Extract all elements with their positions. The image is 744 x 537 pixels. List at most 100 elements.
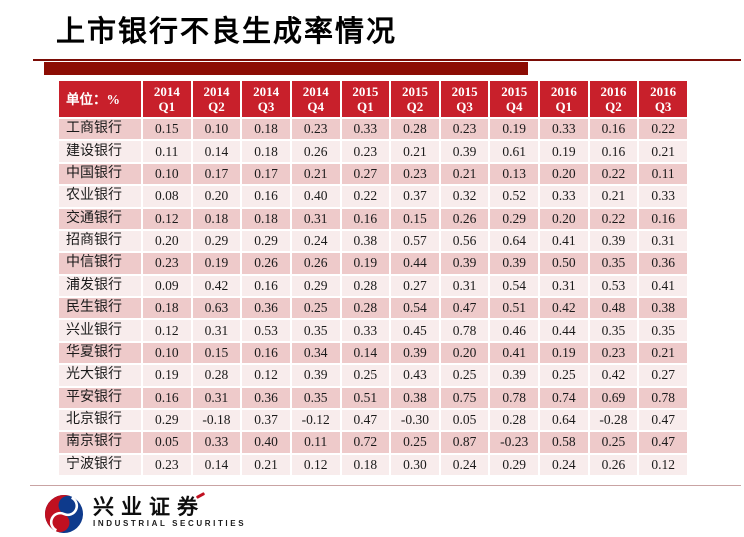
footer-divider <box>30 485 741 486</box>
value-cell: 0.74 <box>538 385 590 410</box>
value-cell: 0.10 <box>141 340 193 366</box>
value-cell: 0.39 <box>438 139 491 164</box>
value-cell: 0.22 <box>587 206 640 231</box>
value-cell: 0.31 <box>637 228 689 254</box>
value-cell: 0.16 <box>637 206 689 231</box>
value-cell: 0.28 <box>488 407 540 433</box>
value-cell: 0.26 <box>587 452 640 478</box>
value-cell: 0.14 <box>190 452 243 478</box>
value-cell: 0.21 <box>240 452 292 478</box>
column-quarter: Q4 <box>505 99 523 114</box>
value-cell: 0.12 <box>289 452 342 478</box>
value-cell: 0.42 <box>587 363 640 388</box>
brand-logo: 兴业证券 INDUSTRIAL SECURITIES <box>44 492 246 534</box>
column-header: 2016 Q2 <box>587 79 640 119</box>
value-cell: 0.28 <box>339 295 392 321</box>
value-cell: 0.39 <box>488 363 540 388</box>
value-cell: 0.54 <box>389 295 441 321</box>
value-cell: -0.23 <box>488 430 540 455</box>
value-cell: 0.14 <box>190 139 243 164</box>
value-cell: 0.33 <box>339 116 392 142</box>
bank-name-cell: 宁波银行 <box>57 452 143 478</box>
value-cell: 0.29 <box>240 228 292 254</box>
value-cell: 0.18 <box>141 295 193 321</box>
value-cell: 0.42 <box>190 273 243 299</box>
column-header: 2014 Q4 <box>289 79 342 119</box>
column-header: 2015 Q1 <box>339 79 392 119</box>
value-cell: 0.11 <box>637 161 689 187</box>
value-cell: 0.35 <box>289 318 342 343</box>
title-accent-bar <box>44 62 528 75</box>
column-year: 2014 <box>253 84 280 99</box>
brand-name-cn: 兴业证券 <box>93 495 205 519</box>
value-cell: 0.05 <box>141 430 193 455</box>
table-row: 中信银行 0.23 0.19 0.26 0.26 0.19 0.44 0.39 0.39 0.50… <box>57 251 689 276</box>
value-cell: 0.28 <box>389 116 441 142</box>
value-cell: 0.36 <box>240 385 292 410</box>
value-cell: 0.47 <box>637 407 689 433</box>
column-quarter: Q2 <box>406 99 424 114</box>
table-row: 农业银行 0.08 0.20 0.16 0.40 0.22 0.37 0.32 0.52 0.33… <box>57 184 689 209</box>
bank-name-cell: 南京银行 <box>57 430 143 455</box>
value-cell: 0.29 <box>488 206 540 231</box>
value-cell: 0.30 <box>389 452 441 478</box>
value-cell: 0.12 <box>141 318 193 343</box>
value-cell: 0.40 <box>240 430 292 455</box>
column-quarter: Q3 <box>654 99 672 114</box>
bank-name-cell: 浦发银行 <box>57 273 143 299</box>
column-quarter: Q2 <box>208 99 225 114</box>
value-cell: 0.58 <box>538 430 590 455</box>
value-cell: 0.78 <box>438 318 491 343</box>
column-year: 2016 <box>650 84 677 99</box>
value-cell: 0.28 <box>190 363 243 388</box>
value-cell: 0.11 <box>289 430 342 455</box>
value-cell: 0.33 <box>538 184 590 209</box>
value-cell: 0.37 <box>240 407 292 433</box>
value-cell: 0.23 <box>141 452 193 478</box>
value-cell: 0.25 <box>438 363 491 388</box>
column-quarter: Q3 <box>456 99 473 114</box>
column-quarter: Q1 <box>357 99 374 114</box>
value-cell: 0.20 <box>538 206 590 231</box>
value-cell: -0.30 <box>389 407 441 433</box>
value-cell: 0.24 <box>538 452 590 478</box>
table-row: 华夏银行 0.10 0.15 0.16 0.34 0.14 0.39 0.20 0.41 0.19… <box>57 340 689 366</box>
value-cell: 0.20 <box>190 184 243 209</box>
value-cell: 0.31 <box>438 273 491 299</box>
column-year: 2014 <box>302 84 329 99</box>
value-cell: 0.21 <box>389 139 441 164</box>
value-cell: 0.19 <box>538 139 590 164</box>
value-cell: 0.44 <box>538 318 590 343</box>
npl-table-container: 单位：% 2014 Q1 2014 Q2 2014 Q3 2014 Q4 2015 Q1 2015 Q… <box>57 79 689 478</box>
value-cell: 0.19 <box>339 251 392 276</box>
brand-text-block: 兴业证券 INDUSTRIAL SECURITIES <box>93 492 246 528</box>
value-cell: 0.25 <box>587 430 640 455</box>
table-row: 浦发银行 0.09 0.42 0.16 0.29 0.28 0.27 0.31 0.54 0.31… <box>57 273 689 299</box>
value-cell: 0.17 <box>190 161 243 187</box>
value-cell: 0.18 <box>240 139 292 164</box>
value-cell: 0.18 <box>240 116 292 142</box>
value-cell: 0.20 <box>538 161 590 187</box>
value-cell: 0.16 <box>240 184 292 209</box>
value-cell: 0.21 <box>637 139 689 164</box>
value-cell: 0.22 <box>339 184 392 209</box>
table-head: 单位：% 2014 Q1 2014 Q2 2014 Q3 2014 Q4 2015 Q1 2015 Q… <box>57 79 689 119</box>
bank-name-cell: 民生银行 <box>57 295 143 321</box>
value-cell: 0.33 <box>190 430 243 455</box>
table-row: 交通银行 0.12 0.18 0.18 0.31 0.16 0.15 0.26 0.29 0.20… <box>57 206 689 231</box>
value-cell: 0.32 <box>438 184 491 209</box>
column-year: 2015 <box>451 84 478 99</box>
bank-name-cell: 交通银行 <box>57 206 143 231</box>
value-cell: 0.61 <box>488 139 540 164</box>
column-year: 2015 <box>501 84 528 99</box>
value-cell: 0.36 <box>637 251 689 276</box>
value-cell: 0.25 <box>538 363 590 388</box>
value-cell: 0.69 <box>587 385 640 410</box>
value-cell: 0.23 <box>289 116 342 142</box>
value-cell: 0.19 <box>538 340 590 366</box>
value-cell: 0.19 <box>190 251 243 276</box>
value-cell: 0.51 <box>339 385 392 410</box>
value-cell: 0.31 <box>538 273 590 299</box>
bank-name-cell: 兴业银行 <box>57 318 143 343</box>
